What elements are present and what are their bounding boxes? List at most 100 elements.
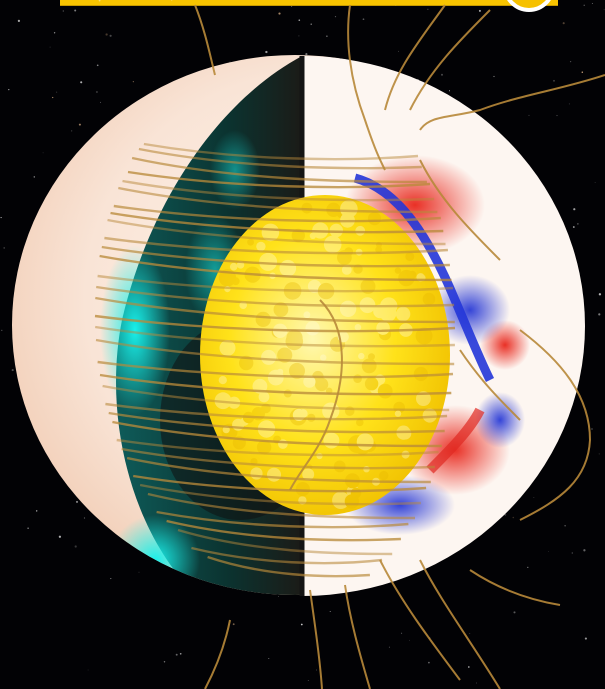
granule [295,482,310,497]
star-dot [469,633,471,634]
star-dot [583,4,585,6]
star-dot [179,652,182,655]
field-line-right-3 [469,569,561,606]
poloidal-field-lines [194,4,605,689]
star-dot [300,623,303,626]
granule [405,252,415,262]
star-dot [577,223,579,225]
field-line-bottom-1 [204,619,231,689]
granule [415,327,433,345]
field-line-top-1 [194,4,216,76]
granule [258,391,270,403]
granule [286,329,303,346]
field-line-right-2 [519,329,592,521]
star-dot [74,9,77,12]
star-dot [562,22,565,25]
field-line-inner-2 [419,159,501,261]
granule [393,401,406,414]
field-line-top-2 [347,4,386,171]
star-dot [583,549,586,552]
star-dot [80,81,83,84]
star-dot [581,71,584,73]
star-dot [395,4,397,6]
field-ring [139,483,421,506]
star-dot [527,566,529,569]
field-line-bottom-4 [379,559,461,681]
star-dot [42,152,44,154]
field-ring [107,218,446,246]
granule [422,408,437,423]
star-dot [448,90,451,92]
field-ring [177,528,393,556]
star-dot [1,329,3,332]
granule [261,349,277,365]
granule [214,392,232,410]
granule [256,440,272,455]
granule [267,467,281,482]
granule [375,246,383,254]
star-dot [298,19,301,22]
granule [341,265,352,275]
granule [369,381,383,394]
field-ring [113,204,441,223]
star-dot [305,53,308,56]
star-dot [441,73,443,76]
star-dot [493,75,495,78]
star-dot [3,247,6,249]
star-dot [35,510,38,512]
star-dot [105,33,108,36]
field-line-bottom-3 [344,584,371,689]
granule [394,410,402,417]
star-dot [591,3,593,4]
granule [231,277,240,286]
star-dot [573,208,576,211]
star-dot [109,34,112,37]
granule [303,311,311,319]
granule [361,358,377,374]
field-ring [105,402,448,421]
star-dot [278,12,281,15]
granule [218,376,227,385]
star-dot [591,428,593,430]
star-dot [138,571,140,573]
star-dot [556,115,558,117]
cyan-glow-4 [210,130,260,210]
field-ring [102,384,450,412]
granule [273,302,289,317]
granule [303,375,316,388]
star-dot [78,123,81,126]
field-ring [126,456,431,484]
granule [239,355,254,371]
field-ring [166,519,401,542]
field-ring [99,254,452,282]
star-dot [298,35,300,37]
field-ring [94,314,456,333]
granule [259,252,278,271]
blue-band [353,173,495,383]
granule [355,225,366,236]
field-line-right-1 [419,74,605,131]
granule [344,406,355,416]
star-dot [568,103,570,105]
field-ring [108,411,445,434]
field-ring [207,555,370,578]
granule [399,427,412,440]
field-ring [121,447,435,470]
granule [261,403,271,414]
star-dot [334,16,337,18]
star-dot [71,130,73,132]
granule [307,279,322,293]
field-ring [95,338,455,366]
field-ring [191,546,383,565]
star-dot [598,313,601,316]
star-dot [75,500,79,503]
field-line-inner-3 [459,349,521,421]
star-dot [533,496,535,498]
star-dot [17,19,21,23]
granule [344,494,360,509]
field-ring [147,492,416,520]
red-band [426,407,485,474]
granule [368,353,375,361]
star-dot [278,596,279,597]
star-dot [49,46,51,48]
